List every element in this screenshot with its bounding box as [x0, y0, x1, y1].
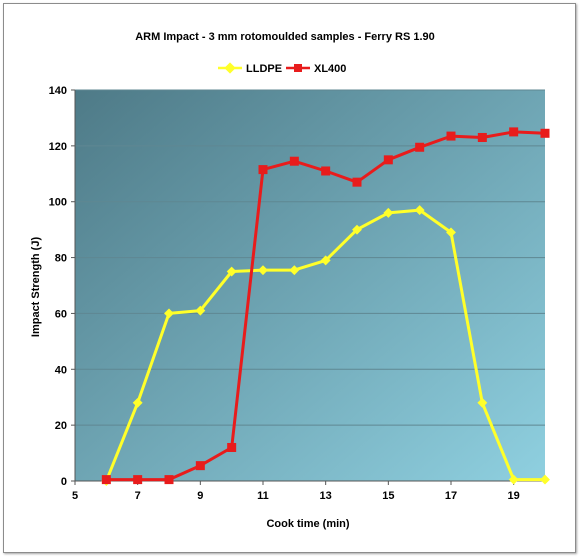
x-axis-title: Cook time (min) [266, 518, 349, 530]
x-tick-label-9: 9 [197, 490, 203, 502]
point-lldpe-9 [195, 305, 206, 316]
y-tick-label-120: 120 [49, 141, 67, 153]
point-lldpe-10 [226, 266, 237, 277]
series-layer [101, 127, 550, 486]
plot-area [75, 90, 545, 481]
x-tick-label-13: 13 [320, 490, 332, 502]
point-xl400-11 [258, 165, 268, 175]
legend-marker-xl400 [294, 64, 302, 72]
point-lldpe-11 [258, 265, 268, 276]
series-lldpe [101, 205, 550, 486]
point-xl400-20 [540, 128, 550, 138]
point-xl400-12 [289, 156, 299, 166]
chart-title: ARM Impact - 3 mm rotomoulded samples - … [135, 31, 435, 43]
x-tick-label-7: 7 [135, 490, 141, 502]
x-tick-label-19: 19 [508, 490, 520, 502]
point-xl400-10 [227, 442, 237, 452]
point-xl400-7 [133, 475, 143, 485]
y-tick-label-60: 60 [55, 308, 67, 320]
y-tick-label-100: 100 [49, 197, 67, 209]
point-lldpe-15 [383, 207, 394, 218]
point-lldpe-16 [414, 205, 425, 216]
tick-labels: 0 20 40 60 80 100 120 140 5 7 9 11 13 15 17 19 [49, 85, 520, 502]
series-xl400 [101, 127, 550, 485]
y-tick-label-0: 0 [61, 476, 67, 488]
point-xl400-17 [446, 131, 456, 141]
x-tick-label-5: 5 [72, 490, 78, 502]
x-tick-label-11: 11 [257, 490, 269, 502]
x-tick-label-15: 15 [382, 490, 394, 502]
point-xl400-16 [415, 142, 425, 152]
point-lldpe-13 [320, 255, 331, 266]
y-axis-title: Impact Strength (J) [30, 237, 42, 338]
point-xl400-9 [195, 461, 205, 471]
point-lldpe-12 [289, 265, 300, 276]
point-xl400-18 [477, 132, 487, 142]
legend: LLDPE XL400 [218, 62, 346, 75]
y-tick-label-140: 140 [49, 85, 67, 97]
point-xl400-14 [352, 177, 362, 187]
legend-label-xl400: XL400 [314, 63, 346, 75]
legend-label-lldpe: LLDPE [246, 63, 282, 75]
point-xl400-6 [101, 475, 111, 485]
point-xl400-13 [321, 166, 331, 176]
x-tick-label-17: 17 [445, 490, 457, 502]
point-lldpe-17 [446, 227, 456, 238]
y-tick-label-40: 40 [55, 364, 67, 376]
point-xl400-15 [383, 155, 393, 165]
point-xl400-19 [509, 127, 519, 137]
y-tick-label-80: 80 [55, 253, 67, 265]
point-xl400-8 [164, 475, 174, 485]
point-lldpe-18 [477, 397, 488, 408]
point-lldpe-8 [164, 308, 174, 319]
legend-marker-lldpe [224, 62, 236, 74]
point-lldpe-20 [540, 474, 550, 485]
y-tick-label-20: 20 [55, 420, 67, 432]
point-lldpe-7 [132, 397, 143, 408]
point-lldpe-14 [352, 224, 362, 235]
gridlines [75, 89, 545, 426]
